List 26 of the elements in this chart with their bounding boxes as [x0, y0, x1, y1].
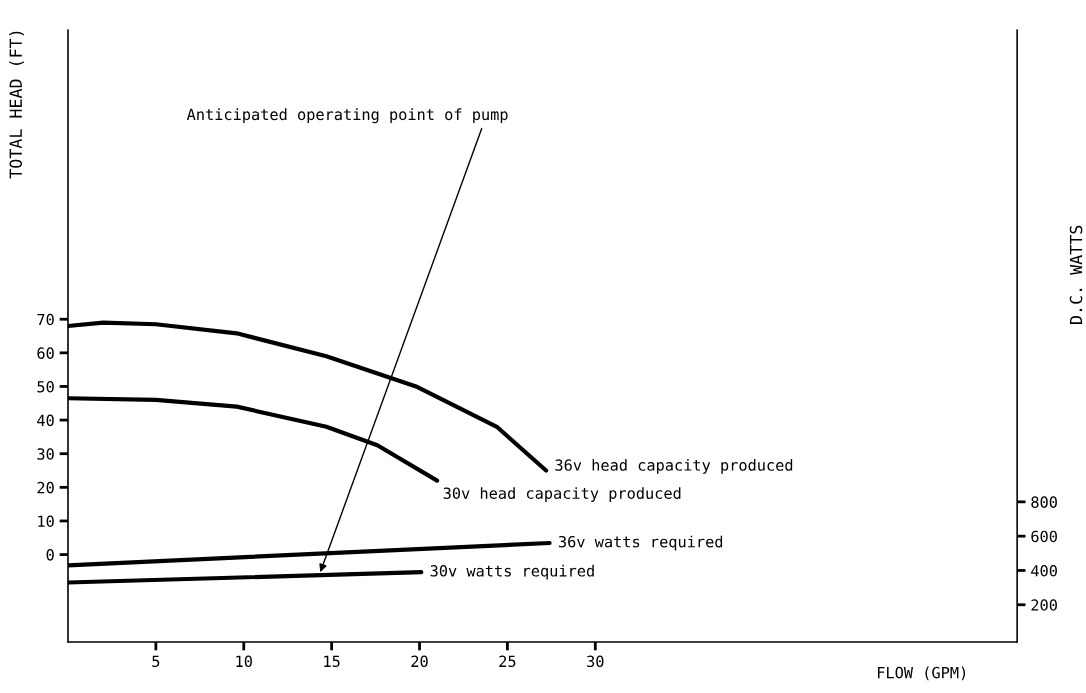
x-tick-label: 30: [587, 655, 604, 668]
y2-tick-label: 800: [1031, 496, 1057, 508]
y2-axis-title: D.C. WATTS: [1069, 225, 1083, 324]
y-tick-label: 40: [37, 414, 54, 427]
x-tick-label: 25: [499, 655, 516, 668]
y-tick-label: 60: [37, 347, 54, 359]
series-label: 36v watts required: [558, 535, 723, 551]
x-tick-label: 20: [411, 655, 428, 668]
x-tick-label: 10: [236, 655, 252, 668]
x-axis-title: FLOW (GPM): [877, 666, 966, 681]
series-label: 30v watts required: [430, 564, 594, 580]
y-tick-label: 0: [46, 549, 54, 561]
y-tick-label: 20: [37, 481, 54, 494]
series-label: 36v head capacity produced: [555, 459, 793, 474]
y-axis-title: TOTAL HEAD (FT): [9, 31, 24, 179]
y-tick-label: 50: [37, 380, 54, 393]
y-tick-label: 10: [38, 515, 54, 528]
annotation: Anticipated operating point of pump: [186, 108, 508, 124]
y-tick-label: 30: [37, 448, 54, 460]
x-tick-label: 15: [324, 655, 340, 668]
series-label: 30v head capacity produced: [443, 487, 681, 502]
x-tick-label: 5: [152, 655, 160, 668]
y2-tick-label: 400: [1031, 564, 1057, 577]
y-tick-label: 70: [37, 313, 54, 326]
y2-tick-label: 600: [1031, 530, 1057, 543]
y2-tick-label: 200: [1031, 599, 1057, 611]
